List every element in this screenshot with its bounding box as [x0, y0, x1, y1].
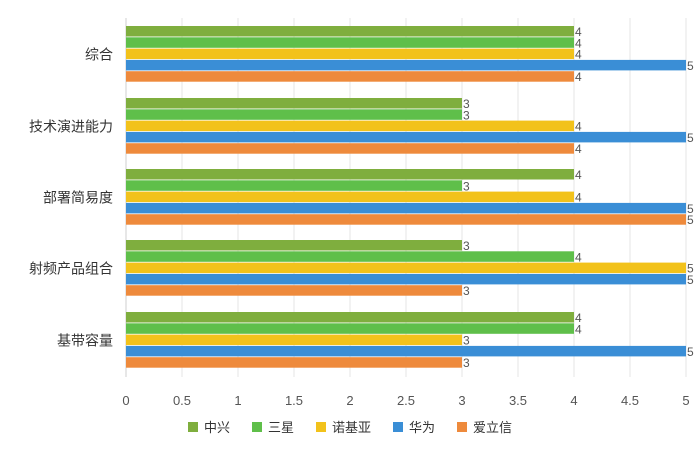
category-label: 技术演进能力 — [29, 119, 113, 135]
x-tick-label: 0 — [122, 393, 129, 408]
x-tick-label: 3 — [458, 393, 465, 408]
bar — [126, 26, 574, 37]
legend-item: 华为 — [393, 421, 435, 436]
bar-data-label: 5 — [687, 202, 694, 216]
x-tick-label: 1.5 — [285, 393, 303, 408]
x-tick-label: 4 — [570, 393, 577, 408]
bar — [126, 109, 462, 120]
legend-swatch — [188, 422, 198, 432]
bar-data-label: 3 — [463, 97, 470, 111]
bars — [126, 26, 686, 368]
legend-label: 中兴 — [204, 421, 230, 436]
bar-data-label: 5 — [687, 213, 694, 227]
bar-data-label: 4 — [575, 322, 582, 336]
bar-data-label: 3 — [463, 239, 470, 253]
bar-data-label: 4 — [575, 48, 582, 62]
bar — [126, 273, 686, 285]
legend-swatch — [252, 422, 262, 432]
bar-data-label: 3 — [463, 284, 470, 298]
bar — [126, 202, 686, 214]
bar-data-label: 4 — [575, 120, 582, 134]
legend-item: 爱立信 — [457, 421, 512, 436]
bar-data-label: 3 — [463, 108, 470, 122]
legend-label: 华为 — [409, 421, 435, 436]
legend-swatch — [393, 422, 403, 432]
bar — [126, 37, 574, 48]
bar-data-label: 4 — [575, 168, 582, 182]
bar-data-label: 4 — [575, 36, 582, 50]
bar — [126, 131, 686, 143]
legend-item: 三星 — [252, 421, 294, 436]
category-label: 射频产品组合 — [29, 261, 113, 277]
category-label: 基带容量 — [57, 332, 113, 349]
legend-swatch — [457, 422, 467, 432]
bar — [126, 323, 574, 334]
bar — [126, 285, 462, 296]
x-tick-label: 4.5 — [621, 393, 639, 408]
bar-data-label: 5 — [687, 273, 694, 287]
bar — [126, 312, 574, 323]
x-tick-label: 1 — [234, 393, 241, 408]
legend-label: 诺基亚 — [332, 421, 371, 436]
bar-data-label: 3 — [463, 179, 470, 193]
bar-data-label: 4 — [575, 142, 582, 156]
bar — [126, 180, 462, 191]
bar-data-label: 5 — [687, 131, 694, 145]
bar — [126, 334, 462, 346]
x-tick-label: 3.5 — [509, 393, 527, 408]
bar — [126, 48, 574, 60]
legend-item: 诺基亚 — [316, 421, 371, 436]
bar — [126, 240, 462, 251]
bar-data-label: 5 — [687, 262, 694, 276]
bar — [126, 143, 574, 154]
category-label: 综合 — [85, 47, 113, 63]
x-axis-tick-labels: 0 0.5 1 1.5 2 2.5 3 3.5 4 4.5 5 — [122, 393, 689, 408]
bar-data-label: 4 — [575, 70, 582, 84]
x-tick-label: 0.5 — [173, 393, 191, 408]
bar-data-label: 4 — [575, 25, 582, 39]
bar — [126, 251, 574, 262]
bar — [126, 357, 462, 368]
x-tick-label: 2 — [346, 393, 353, 408]
legend-label: 三星 — [268, 421, 294, 436]
legend-item: 中兴 — [188, 421, 230, 436]
bar-data-label: 4 — [575, 311, 582, 325]
bar-data-label: 4 — [575, 191, 582, 205]
bar-data-label: 5 — [687, 59, 694, 73]
bar — [126, 59, 686, 71]
bar — [126, 98, 462, 109]
legend: 中兴 三星 诺基亚 华为 爱立信 — [188, 421, 512, 436]
bar-data-label: 3 — [463, 334, 470, 348]
bar — [126, 214, 686, 225]
bar — [126, 191, 574, 203]
bar — [126, 262, 686, 274]
bar — [126, 345, 686, 357]
x-tick-label: 5 — [682, 393, 689, 408]
bar-data-label: 4 — [575, 250, 582, 264]
bar — [126, 120, 574, 132]
bar-data-label: 5 — [687, 345, 694, 359]
bar — [126, 169, 574, 180]
bar-data-label: 3 — [463, 356, 470, 370]
category-label: 部署简易度 — [43, 189, 113, 206]
legend-swatch — [316, 422, 326, 432]
bar — [126, 71, 574, 82]
x-tick-label: 2.5 — [397, 393, 415, 408]
legend-label: 爱立信 — [473, 421, 512, 436]
